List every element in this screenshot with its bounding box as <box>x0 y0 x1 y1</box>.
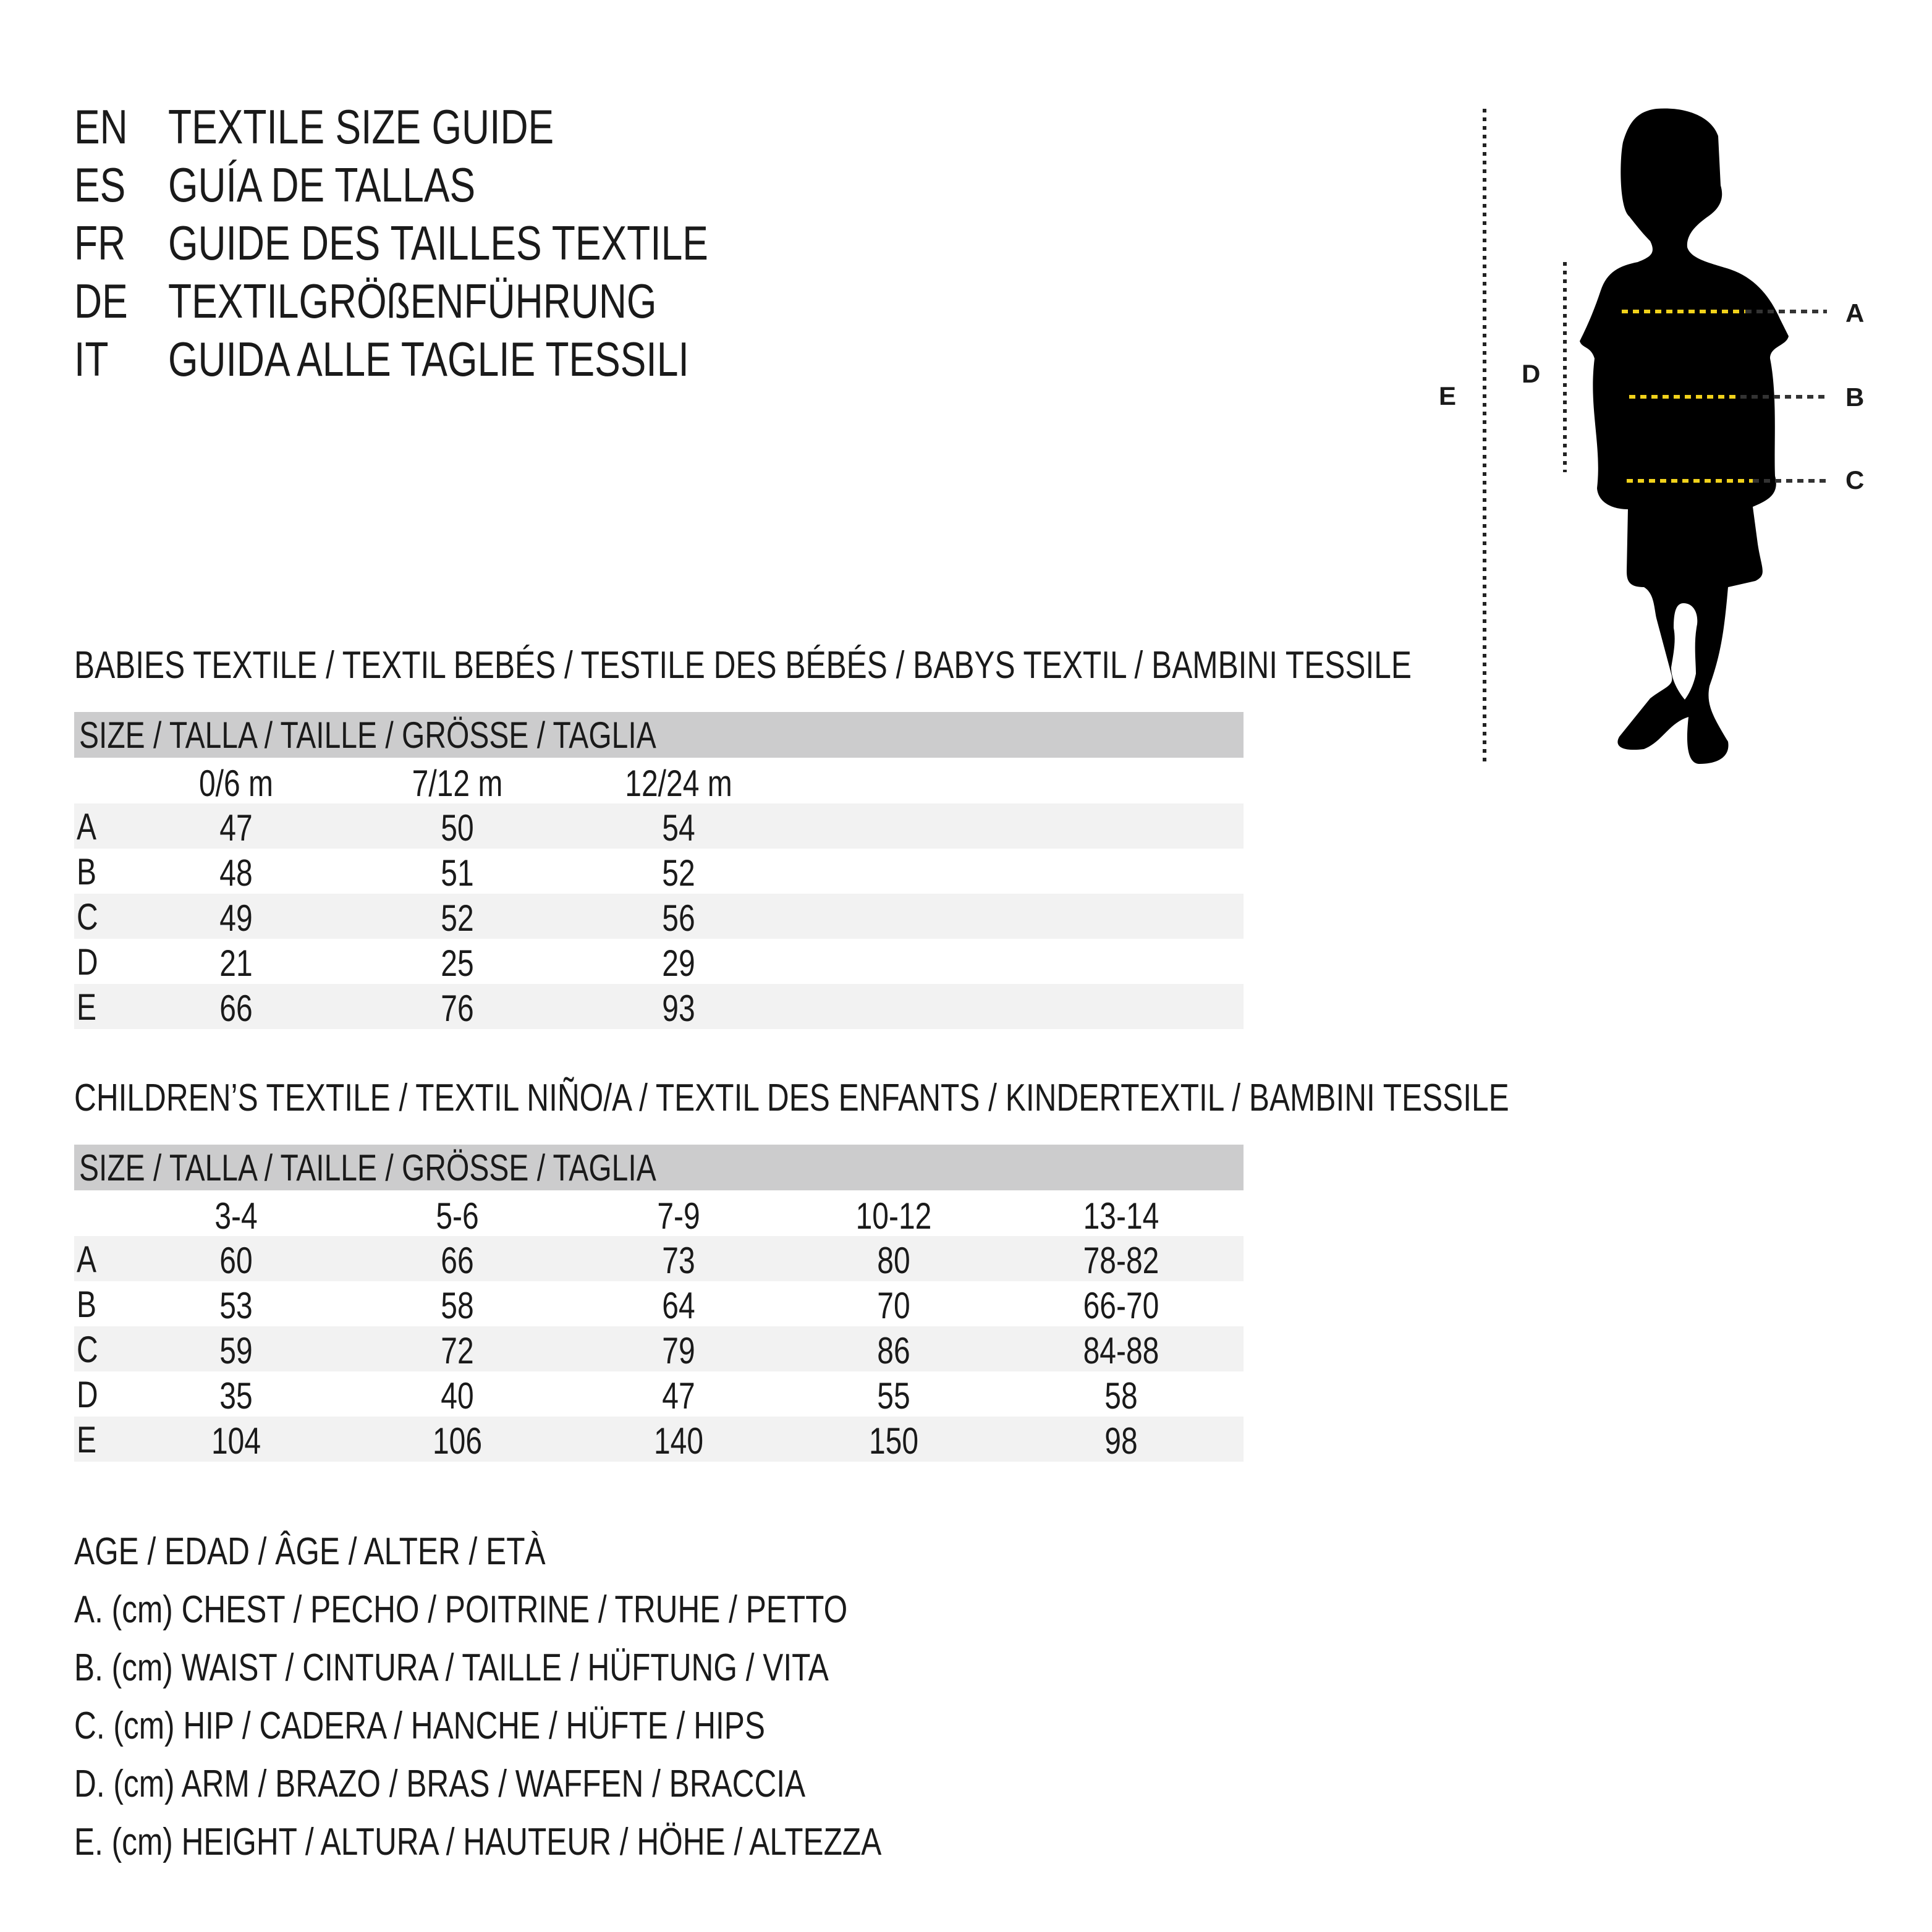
legend-height: E. (cm) HEIGHT / ALTURA / HAUTEUR / HÖHE… <box>74 1821 882 1863</box>
table-cell: 48 <box>219 852 253 894</box>
table-cell: 98 <box>1104 1420 1138 1462</box>
row-label: C <box>77 1329 98 1370</box>
table-cell: 60 <box>219 1240 253 1281</box>
table-row-bg <box>74 1326 1244 1371</box>
lang-code: IT <box>74 332 109 386</box>
title-text: TEXTILGRÖßENFÜHRUNG <box>168 274 657 328</box>
lang-code: DE <box>74 274 128 328</box>
table-cell: 84-88 <box>1083 1330 1159 1371</box>
table-row-bg <box>74 803 1244 849</box>
table-cell: 140 <box>653 1420 704 1462</box>
table-cell: 76 <box>441 988 474 1029</box>
table-cell: 54 <box>662 807 695 849</box>
table-cell: 51 <box>441 852 474 894</box>
column-header: 13-14 <box>1083 1195 1159 1237</box>
legend-arm: D. (cm) ARM / BRAZO / BRAS / WAFFEN / BR… <box>74 1763 806 1805</box>
row-label: E <box>77 986 97 1028</box>
size-header-bar <box>74 712 1244 758</box>
label-d: D <box>1522 359 1541 388</box>
table-cell: 47 <box>219 807 253 849</box>
children-heading: CHILDREN’S TEXTILE / TEXTIL NIÑO/A / TEX… <box>74 1077 1509 1119</box>
column-header: 10-12 <box>855 1195 932 1237</box>
table-cell: 58 <box>441 1285 474 1326</box>
lang-code: ES <box>74 158 126 212</box>
size-header-bar <box>74 1145 1244 1190</box>
title-text: GUIDE DES TAILLES TEXTILE <box>168 216 708 270</box>
table-cell: 58 <box>1104 1375 1138 1417</box>
column-header: 7/12 m <box>412 763 503 804</box>
table-cell: 56 <box>662 897 695 939</box>
table-cell: 70 <box>877 1285 910 1326</box>
table-cell: 150 <box>868 1420 919 1462</box>
label-b: B <box>1845 383 1865 412</box>
row-label: C <box>77 896 98 938</box>
lang-code: EN <box>74 100 128 154</box>
table-row-bg <box>74 1236 1244 1281</box>
table-row-bg <box>74 894 1244 939</box>
label-a: A <box>1845 299 1865 328</box>
table-cell: 53 <box>219 1285 253 1326</box>
legend-waist: B. (cm) WAIST / CINTURA / TAILLE / HÜFTU… <box>74 1646 829 1689</box>
size-header: SIZE / TALLA / TAILLE / GRÖSSE / TAGLIA <box>79 1147 656 1188</box>
table-cell: 52 <box>441 897 474 939</box>
table-cell: 73 <box>662 1240 695 1281</box>
title-text: TEXTILE SIZE GUIDE <box>168 100 554 154</box>
table-cell: 106 <box>432 1420 483 1462</box>
table-cell: 72 <box>441 1330 474 1371</box>
table-cell: 80 <box>877 1240 910 1281</box>
table-cell: 49 <box>219 897 253 939</box>
title-text: GUÍA DE TALLAS <box>168 158 476 212</box>
legend-age: AGE / EDAD / ÂGE / ALTER / ETÀ <box>74 1530 546 1573</box>
table-row-bg <box>74 1417 1244 1462</box>
table-cell: 21 <box>219 943 253 984</box>
column-header: 5-6 <box>436 1195 479 1237</box>
column-header: 3-4 <box>214 1195 258 1237</box>
table-row-bg <box>74 984 1244 1029</box>
row-label: A <box>77 1239 97 1280</box>
title-text: GUIDA ALLE TAGLIE TESSILI <box>168 332 689 386</box>
legend-chest: A. (cm) CHEST / PECHO / POITRINE / TRUHE… <box>74 1588 848 1631</box>
table-cell: 35 <box>219 1375 253 1417</box>
row-label: B <box>77 851 97 892</box>
row-label: E <box>77 1419 97 1460</box>
column-header: 0/6 m <box>198 763 274 804</box>
legend-hip: C. (cm) HIP / CADERA / HANCHE / HÜFTE / … <box>74 1705 765 1747</box>
table-cell: 93 <box>662 988 695 1029</box>
table-cell: 66 <box>441 1240 474 1281</box>
table-cell: 55 <box>877 1375 910 1417</box>
table-cell: 64 <box>662 1285 695 1326</box>
column-header: 12/24 m <box>625 763 732 804</box>
label-c: C <box>1845 465 1865 494</box>
babies-heading: BABIES TEXTILE / TEXTIL BEBÉS / TESTILE … <box>74 644 1412 687</box>
table-cell: 66 <box>219 988 253 1029</box>
table-cell: 104 <box>211 1420 261 1462</box>
lang-code: FR <box>74 216 126 270</box>
child-silhouette <box>1580 108 1789 765</box>
table-cell: 59 <box>219 1330 253 1371</box>
table-cell: 52 <box>662 852 695 894</box>
table-cell: 78-82 <box>1083 1240 1159 1281</box>
row-label: D <box>77 941 98 983</box>
table-cell: 50 <box>441 807 474 849</box>
table-cell: 29 <box>662 943 695 984</box>
table-cell: 79 <box>662 1330 695 1371</box>
column-header: 7-9 <box>657 1195 700 1237</box>
row-label: D <box>77 1374 98 1415</box>
row-label: B <box>77 1284 97 1325</box>
label-e: E <box>1439 381 1457 410</box>
table-cell: 25 <box>441 943 474 984</box>
table-cell: 86 <box>877 1330 910 1371</box>
row-label: A <box>77 806 97 847</box>
table-cell: 66-70 <box>1083 1285 1159 1326</box>
leg-gap <box>1671 603 1698 700</box>
size-header: SIZE / TALLA / TAILLE / GRÖSSE / TAGLIA <box>79 714 656 756</box>
table-cell: 47 <box>662 1375 695 1417</box>
table-cell: 40 <box>441 1375 474 1417</box>
